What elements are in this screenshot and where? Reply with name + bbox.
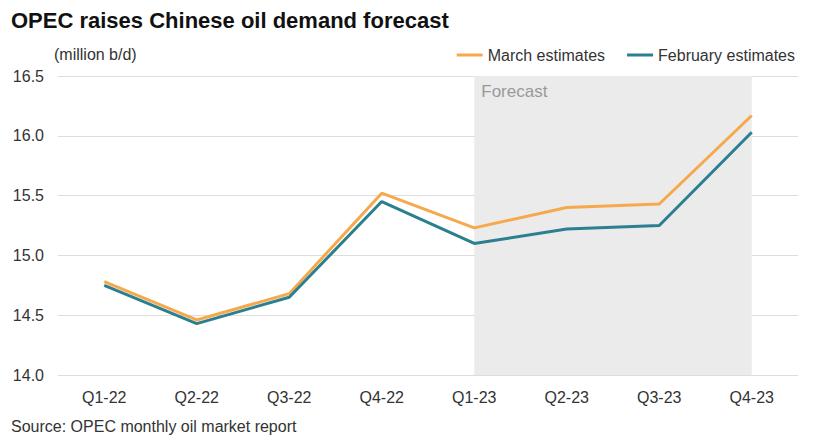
svg-text:Forecast: Forecast: [481, 82, 547, 101]
svg-text:16.0: 16.0: [13, 127, 44, 144]
svg-text:Q3-22: Q3-22: [267, 389, 312, 406]
svg-text:(million b/d): (million b/d): [54, 46, 137, 63]
svg-text:OPEC raises Chinese oil demand: OPEC raises Chinese oil demand forecast: [11, 8, 449, 33]
svg-text:March estimates: March estimates: [488, 47, 605, 64]
svg-text:Q1-23: Q1-23: [452, 389, 497, 406]
svg-text:16.5: 16.5: [13, 68, 44, 85]
svg-text:15.5: 15.5: [13, 187, 44, 204]
svg-text:Q4-23: Q4-23: [730, 389, 775, 406]
svg-text:February estimates: February estimates: [658, 47, 795, 64]
svg-text:Q2-23: Q2-23: [545, 389, 590, 406]
svg-text:15.0: 15.0: [13, 247, 44, 264]
svg-text:Source: OPEC monthly oil marke: Source: OPEC monthly oil market report: [11, 418, 297, 435]
svg-text:14.0: 14.0: [13, 367, 44, 384]
svg-text:Q3-23: Q3-23: [637, 389, 682, 406]
svg-text:14.5: 14.5: [13, 307, 44, 324]
svg-text:Q4-22: Q4-22: [360, 389, 405, 406]
svg-text:Q1-22: Q1-22: [82, 389, 127, 406]
svg-text:Q2-22: Q2-22: [175, 389, 220, 406]
